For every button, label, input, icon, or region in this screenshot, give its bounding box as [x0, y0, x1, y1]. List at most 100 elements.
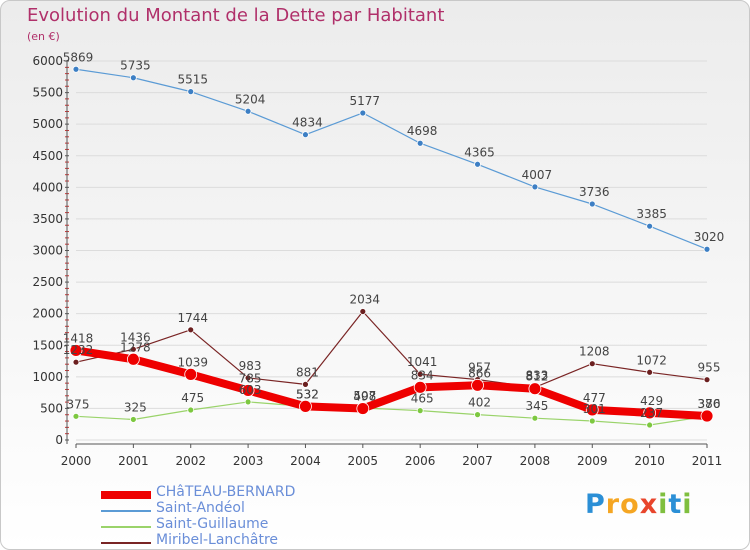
chart-title: Evolution du Montant de la Dette par Hab…	[27, 5, 445, 26]
data-point-ch-teau-bernard	[299, 399, 312, 413]
logo-letter: i	[658, 489, 669, 520]
legend-label: Miribel-Lanchâtre	[156, 532, 279, 548]
data-label: 812	[525, 370, 548, 384]
y-tick-label: 3500	[32, 212, 63, 226]
data-point-miribel-lanch-tre	[703, 376, 711, 384]
data-label: 833	[525, 368, 548, 382]
data-label: 3385	[636, 207, 667, 221]
data-label: 345	[525, 399, 548, 413]
x-tick-label: 2000	[61, 454, 92, 468]
x-tick-label: 2004	[290, 454, 321, 468]
data-point-saint-and-ol	[244, 107, 252, 115]
data-point-miribel-lanch-tre	[416, 370, 424, 378]
logo-letter: r	[605, 489, 621, 520]
data-point-saint-guillaume	[531, 414, 539, 422]
y-tick-label: 3000	[32, 244, 63, 258]
data-point-ch-teau-bernard	[126, 352, 140, 366]
data-label: 475	[181, 391, 204, 405]
x-tick-label: 2003	[233, 454, 264, 468]
data-point-ch-teau-bernard	[184, 367, 198, 381]
data-label: 2034	[350, 293, 381, 307]
series-line-saint-and-ol	[75, 68, 708, 250]
data-label: 325	[124, 400, 147, 414]
y-tick-label: 1000	[32, 370, 63, 384]
x-tick-label: 2005	[348, 454, 379, 468]
data-label: 376	[698, 397, 721, 411]
data-point-miribel-lanch-tre	[187, 326, 195, 334]
data-label: 834	[411, 368, 434, 382]
data-label: 5177	[350, 94, 381, 108]
data-point-saint-guillaume	[72, 412, 80, 420]
data-label: 983	[239, 359, 262, 373]
data-point-ch-teau-bernard	[700, 409, 714, 423]
data-point-ch-teau-bernard	[528, 382, 542, 396]
logo-letter: x	[639, 489, 659, 520]
data-label: 881	[296, 365, 319, 379]
chart-subtitle: (en €)	[27, 30, 60, 43]
legend-swatch	[101, 542, 151, 544]
data-label: 429	[640, 394, 663, 408]
data-label: 465	[411, 392, 434, 406]
y-tick-label: 4500	[32, 149, 63, 163]
data-label: 866	[468, 366, 491, 380]
data-point-miribel-lanch-tre	[646, 368, 654, 376]
x-tick-label: 2002	[175, 454, 206, 468]
data-point-ch-teau-bernard	[471, 378, 484, 392]
x-tick-label: 2006	[405, 454, 436, 468]
data-point-saint-guillaume	[474, 411, 481, 419]
logo-letter: i	[682, 489, 693, 520]
data-point-ch-teau-bernard	[69, 344, 83, 357]
data-point-saint-and-ol	[302, 131, 309, 139]
data-label: 532	[296, 387, 319, 401]
legend-swatch	[101, 491, 151, 499]
legend-label: Saint-Andéol	[156, 500, 245, 516]
data-label: 237	[640, 406, 663, 420]
data-label: 301	[583, 402, 606, 416]
data-point-ch-teau-bernard	[643, 406, 657, 420]
data-point-saint-and-ol	[129, 74, 137, 82]
data-point-saint-guillaume	[416, 407, 424, 415]
data-point-saint-and-ol	[646, 222, 654, 230]
logo-letter: o	[620, 489, 640, 520]
data-label: 1418	[63, 331, 94, 345]
data-label: 1232	[63, 343, 94, 357]
y-tick-label: 6000	[32, 54, 63, 68]
y-tick-label: 4000	[32, 180, 63, 194]
series-line-miribel-lanch-tre	[75, 310, 708, 388]
y-tick-label: 1500	[32, 338, 63, 352]
legend-swatch	[101, 510, 151, 512]
data-label: 498	[353, 390, 376, 404]
data-point-miribel-lanch-tre	[302, 380, 309, 388]
data-point-miribel-lanch-tre	[359, 308, 367, 315]
data-label: 1208	[579, 345, 610, 359]
x-tick-label: 2010	[634, 454, 665, 468]
data-label: 785	[239, 371, 262, 385]
data-point-saint-and-ol	[187, 88, 195, 96]
data-point-ch-teau-bernard	[585, 403, 599, 417]
data-label: 955	[698, 361, 721, 375]
y-tick-label: 2500	[32, 275, 63, 289]
y-tick-label: 0	[55, 433, 63, 447]
data-label: 380	[698, 397, 721, 411]
data-label: 1278	[120, 340, 151, 354]
y-tick-label: 500	[40, 401, 63, 415]
logo-letter: t	[668, 489, 683, 520]
data-point-saint-and-ol	[531, 183, 539, 191]
data-point-saint-and-ol	[703, 245, 711, 253]
data-point-miribel-lanch-tre	[588, 360, 596, 368]
data-label: 375	[67, 397, 90, 411]
x-tick-label: 2011	[692, 454, 723, 468]
legend-label: CHâTEAU-BERNARD	[156, 484, 296, 500]
data-point-saint-guillaume	[187, 406, 195, 414]
data-point-saint-guillaume	[129, 416, 137, 423]
legend-label: Saint-Guillaume	[156, 516, 269, 532]
data-label: 477	[583, 391, 606, 405]
logo-letter: P	[585, 489, 606, 520]
data-label: 5204	[235, 92, 266, 106]
data-label: 1436	[120, 330, 151, 344]
series-line-ch-teau-bernard	[75, 346, 708, 420]
data-label: 4834	[292, 116, 323, 130]
data-label: 1072	[636, 353, 667, 367]
proxiti-logo: Proxiti	[585, 489, 693, 520]
